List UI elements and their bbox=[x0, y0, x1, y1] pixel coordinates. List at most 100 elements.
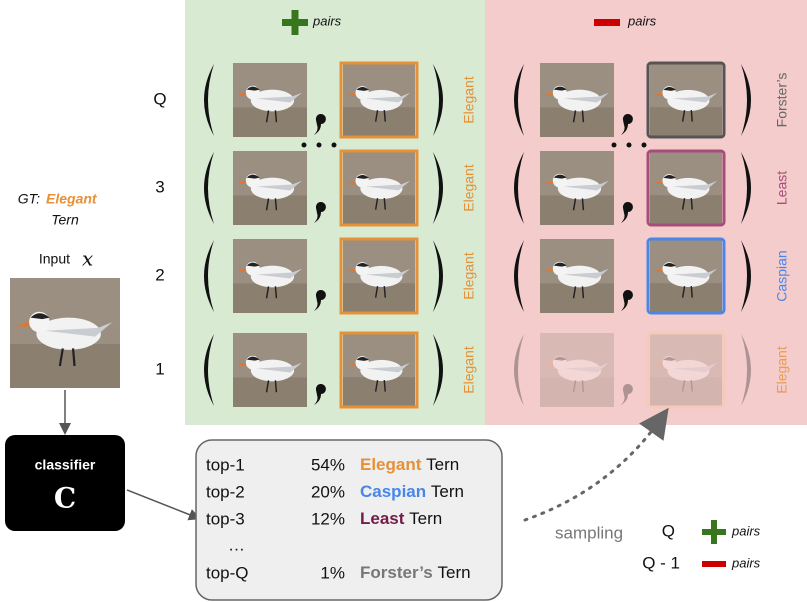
minus-icon bbox=[594, 19, 620, 26]
negative-image bbox=[649, 152, 723, 224]
rank: top-1 bbox=[206, 455, 245, 474]
gt-suffix: Tern bbox=[51, 212, 79, 228]
negative-pair bbox=[514, 149, 751, 227]
negative-image bbox=[649, 240, 723, 312]
plus-icon bbox=[702, 520, 726, 544]
class-name: Elegant bbox=[360, 455, 422, 474]
parenthesis bbox=[514, 64, 524, 136]
parenthesis bbox=[433, 64, 443, 136]
rank: top-Q bbox=[206, 563, 249, 582]
anchor-image bbox=[540, 63, 614, 137]
positive-image bbox=[342, 152, 416, 224]
parenthesis bbox=[433, 240, 443, 312]
positive-label: Elegant bbox=[461, 164, 477, 212]
class-name: Caspian bbox=[360, 482, 426, 501]
image-frame bbox=[339, 331, 419, 409]
plus-icon bbox=[282, 10, 308, 35]
anchor-image bbox=[540, 333, 614, 407]
anchor-image bbox=[540, 239, 614, 313]
ranking-ellipsis: … bbox=[228, 535, 245, 554]
header-negative: pairs bbox=[627, 13, 657, 28]
image-frame bbox=[646, 149, 726, 227]
positive-pair: Elegant bbox=[204, 237, 477, 315]
parenthesis bbox=[741, 152, 751, 224]
rank: top-3 bbox=[206, 509, 245, 528]
parenthesis bbox=[204, 152, 214, 224]
header-positive: pairs bbox=[312, 13, 342, 28]
negative-pair bbox=[514, 237, 751, 315]
arrow bbox=[126, 489, 201, 521]
probability: 12% bbox=[311, 509, 345, 528]
probability: 20% bbox=[311, 482, 345, 501]
image-frame bbox=[339, 149, 419, 227]
negative-label: Elegant bbox=[774, 346, 790, 394]
negative-image bbox=[649, 334, 723, 406]
comma bbox=[314, 384, 326, 405]
rank: top-2 bbox=[206, 482, 245, 501]
negative-label: Least bbox=[774, 171, 790, 205]
parenthesis bbox=[433, 334, 443, 406]
anchor-image bbox=[233, 333, 307, 407]
anchor-image bbox=[540, 151, 614, 225]
class-suffix: Tern bbox=[409, 509, 442, 528]
row-label: 3 bbox=[155, 177, 164, 196]
negative-label: Forster’s bbox=[774, 73, 790, 128]
row-label: Q bbox=[153, 89, 166, 108]
gt-class: Elegant bbox=[46, 191, 98, 207]
negative-pair bbox=[514, 61, 751, 139]
comma bbox=[314, 114, 326, 135]
legend-count: Q bbox=[662, 521, 675, 540]
positive-image bbox=[342, 334, 416, 406]
ellipsis-dots bbox=[301, 142, 647, 148]
parenthesis bbox=[204, 240, 214, 312]
positive-pair: Elegant bbox=[204, 331, 477, 409]
input-label: Input bbox=[39, 251, 70, 267]
comma bbox=[314, 290, 326, 311]
class-suffix: Tern bbox=[431, 482, 464, 501]
parenthesis bbox=[514, 240, 524, 312]
probability: 54% bbox=[311, 455, 345, 474]
image-frame bbox=[646, 331, 726, 409]
minus-icon bbox=[702, 561, 726, 567]
ranking-box bbox=[195, 439, 503, 601]
comma bbox=[621, 202, 633, 223]
comma bbox=[621, 114, 633, 135]
parenthesis bbox=[514, 152, 524, 224]
negative-pair bbox=[514, 331, 751, 409]
row-label: 1 bbox=[155, 359, 164, 378]
image-frame bbox=[339, 61, 419, 139]
legend-label: pairs bbox=[731, 555, 761, 570]
anchor-image bbox=[233, 63, 307, 137]
parenthesis bbox=[741, 240, 751, 312]
row-label: 2 bbox=[155, 265, 164, 284]
input-image bbox=[10, 278, 120, 388]
class-suffix: Tern bbox=[437, 563, 470, 582]
positive-image bbox=[342, 64, 416, 136]
parenthesis bbox=[741, 64, 751, 136]
positive-pair: Elegant bbox=[204, 61, 477, 139]
negative-image bbox=[649, 64, 723, 136]
gt-prefix: GT: bbox=[18, 191, 40, 207]
anchor-image bbox=[233, 239, 307, 313]
class-line: Elegant Tern bbox=[360, 455, 459, 474]
class-line: Forster’s Tern bbox=[360, 563, 471, 582]
comma bbox=[621, 384, 633, 405]
positive-label: Elegant bbox=[461, 252, 477, 300]
positive-label: Elegant bbox=[461, 346, 477, 394]
parenthesis bbox=[204, 64, 214, 136]
legend-count: Q - 1 bbox=[642, 553, 680, 572]
image-frame bbox=[646, 61, 726, 139]
comma bbox=[621, 290, 633, 311]
sampling-label: sampling bbox=[555, 523, 623, 542]
image-frame bbox=[646, 237, 726, 315]
negative-panel bbox=[485, 0, 807, 425]
anchor-image bbox=[233, 151, 307, 225]
legend-label: pairs bbox=[731, 523, 761, 538]
class-name: Forster’s bbox=[360, 563, 433, 582]
parenthesis bbox=[433, 152, 443, 224]
image-frame bbox=[339, 237, 419, 315]
input-symbol: x bbox=[82, 247, 93, 271]
positive-image bbox=[342, 240, 416, 312]
class-line: Caspian Tern bbox=[360, 482, 464, 501]
